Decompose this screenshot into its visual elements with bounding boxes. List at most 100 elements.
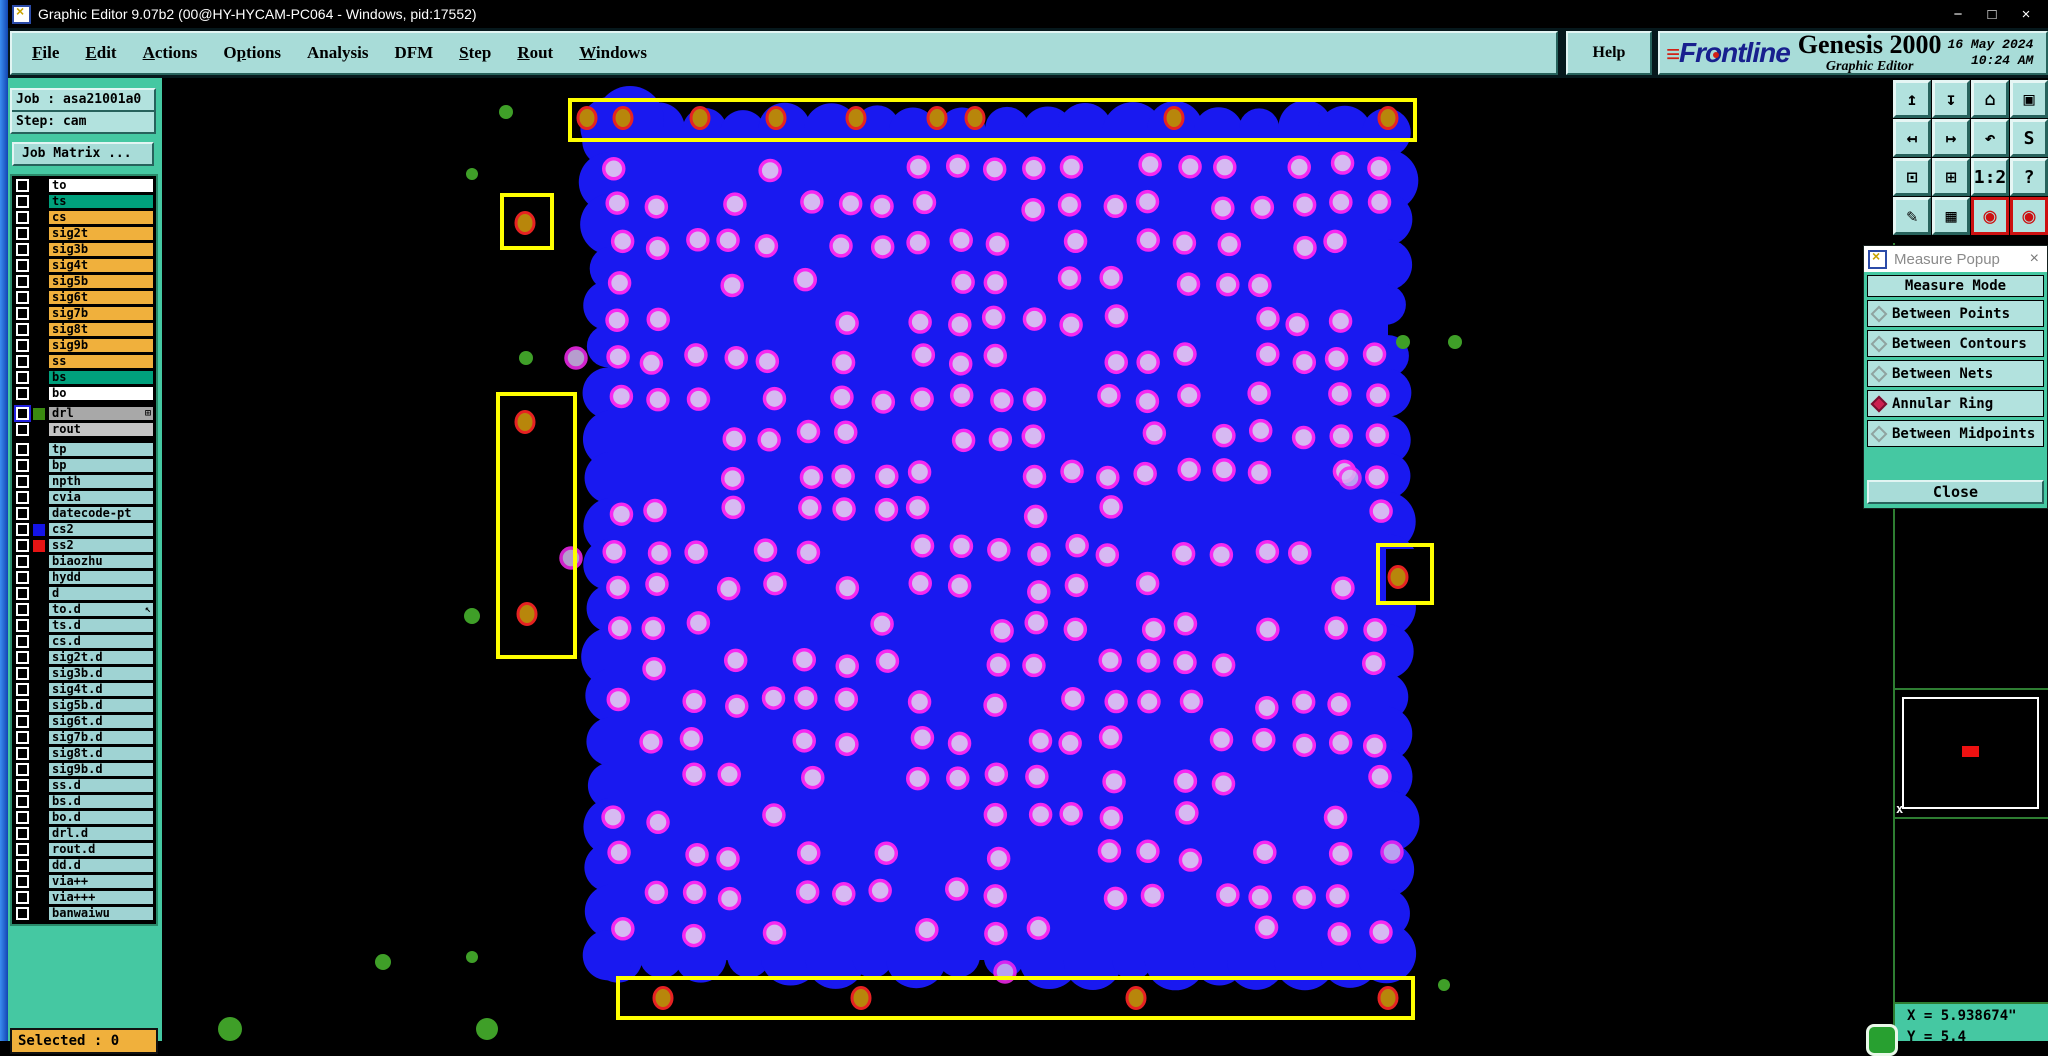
layer-label[interactable]: bp [48,458,154,473]
layer-label[interactable]: sig7b.d [48,730,154,745]
maximize-button[interactable]: □ [1987,5,1997,23]
layer-row-ss2[interactable]: ss2 [12,538,154,553]
job-matrix-button[interactable]: Job Matrix ... [12,142,154,166]
layer-checkbox[interactable] [16,179,29,192]
measure-close-button[interactable]: Close [1867,480,2044,504]
layer-label[interactable]: sig6t.d [48,714,154,729]
layer-row-sig3b.d[interactable]: sig3b.d [12,666,154,681]
layer-checkbox[interactable] [16,339,29,352]
layer-label[interactable]: bs.d [48,794,154,809]
layer-row-ss.d[interactable]: ss.d [12,778,154,793]
layer-checkbox[interactable] [16,811,29,824]
menu-actions[interactable]: Actions [142,43,198,62]
layer-row-cs[interactable]: cs [12,210,154,225]
layer-row-sig9b[interactable]: sig9b [12,338,154,353]
overview-window[interactable]: x [1896,697,2039,816]
help-button[interactable]: Help [1566,31,1652,75]
layer-checkbox[interactable] [16,371,29,384]
layer-label[interactable]: biaozhu [48,554,154,569]
layer-row-sig2t.d[interactable]: sig2t.d [12,650,154,665]
layer-row-sig7b.d[interactable]: sig7b.d [12,730,154,745]
measure-option-between-points[interactable]: Between Points [1867,300,2044,327]
layer-checkbox[interactable] [16,475,29,488]
popup-close-icon[interactable]: × [2029,250,2039,267]
menu-options[interactable]: Options [223,43,282,62]
layer-label[interactable]: sig4t.d [48,682,154,697]
layer-label[interactable]: d [48,586,154,601]
layer-checkbox[interactable] [16,907,29,920]
toolbar-highlight-net-b-button[interactable]: ◉ [2010,197,2048,235]
layer-row-banwaiwu[interactable]: banwaiwu [12,906,154,921]
menu-dfm[interactable]: DFM [394,43,434,62]
layer-row-sig4t.d[interactable]: sig4t.d [12,682,154,697]
layer-label[interactable]: sig8t [48,322,154,337]
pcb-canvas[interactable] [162,78,1893,1041]
layer-label[interactable]: cs2 [48,522,154,537]
layer-row-tp[interactable]: tp [12,442,154,457]
layer-checkbox[interactable] [16,891,29,904]
layer-label[interactable]: hydd [48,570,154,585]
layer-row-rout[interactable]: rout [12,422,154,437]
layer-row-sig2t[interactable]: sig2t [12,226,154,241]
menu-windows[interactable]: Windows [579,43,647,62]
layer-row-datecode-pt[interactable]: datecode-pt [12,506,154,521]
layer-label[interactable]: banwaiwu [48,906,154,921]
layer-label[interactable]: ss [48,354,154,369]
toolbar-grid-button[interactable]: ▦ [1932,197,1970,235]
layer-checkbox[interactable] [16,619,29,632]
layer-row-sig5b.d[interactable]: sig5b.d [12,698,154,713]
layer-label[interactable]: datecode-pt [48,506,154,521]
minimize-button[interactable]: − [1953,5,1963,23]
measure-option-between-nets[interactable]: Between Nets [1867,360,2044,387]
toolbar-home-view-button[interactable]: ⌂ [1971,80,2009,118]
layer-row-ts[interactable]: ts [12,194,154,209]
layer-label[interactable]: bs [48,370,154,385]
layer-checkbox[interactable] [16,555,29,568]
layer-label[interactable]: sig6t [48,290,154,305]
toolbar-window-xy-button[interactable]: ▣ [2010,80,2048,118]
layer-checkbox[interactable] [16,795,29,808]
measure-popup-titlebar[interactable]: Measure Popup × [1864,246,2047,272]
layer-row-d[interactable]: d [12,586,154,601]
layer-label[interactable]: to [48,178,154,193]
layer-row-via+++[interactable]: via+++ [12,890,154,905]
layer-row-bo[interactable]: bo [12,386,154,401]
layer-row-sig5b[interactable]: sig5b [12,274,154,289]
layer-label[interactable]: to.d ↖ [48,602,154,617]
layer-checkbox[interactable] [16,507,29,520]
layer-row-ts.d[interactable]: ts.d [12,618,154,633]
layer-label[interactable]: sig5b [48,274,154,289]
layer-checkbox[interactable] [16,699,29,712]
layer-row-hydd[interactable]: hydd [12,570,154,585]
layer-row-via++[interactable]: via++ [12,874,154,889]
layer-label[interactable]: sig5b.d [48,698,154,713]
layer-row-sig8t[interactable]: sig8t [12,322,154,337]
layer-label[interactable]: sig4t [48,258,154,273]
layer-checkbox[interactable] [16,587,29,600]
layer-checkbox[interactable] [16,291,29,304]
layer-checkbox[interactable] [16,259,29,272]
layer-checkbox[interactable] [16,243,29,256]
layer-label[interactable]: rout [48,422,154,437]
layer-label[interactable]: ss.d [48,778,154,793]
menu-rout[interactable]: Rout [517,43,554,62]
toolbar-center-view-button[interactable]: ⊞ [1932,158,1970,196]
layer-label[interactable]: sig2t [48,226,154,241]
layer-label[interactable]: bo [48,386,154,401]
layer-checkbox[interactable] [16,323,29,336]
layer-checkbox[interactable] [16,491,29,504]
layer-checkbox[interactable] [16,211,29,224]
toolbar-scale-1-2-button[interactable]: 1:2 [1971,158,2009,196]
menu-file[interactable]: File [32,43,60,62]
layer-checkbox[interactable] [16,635,29,648]
layer-row-drl.d[interactable]: drl.d [12,826,154,841]
toolbar-fit-view-button[interactable]: ⊡ [1893,158,1931,196]
layer-label[interactable]: bo.d [48,810,154,825]
layer-row-to.d[interactable]: to.d ↖ [12,602,154,617]
layer-checkbox[interactable] [16,387,29,400]
layer-checkbox[interactable] [16,523,29,536]
layer-checkbox[interactable] [16,423,29,436]
layer-label[interactable]: sig3b [48,242,154,257]
measure-option-between-contours[interactable]: Between Contours [1867,330,2044,357]
layer-checkbox[interactable] [16,827,29,840]
